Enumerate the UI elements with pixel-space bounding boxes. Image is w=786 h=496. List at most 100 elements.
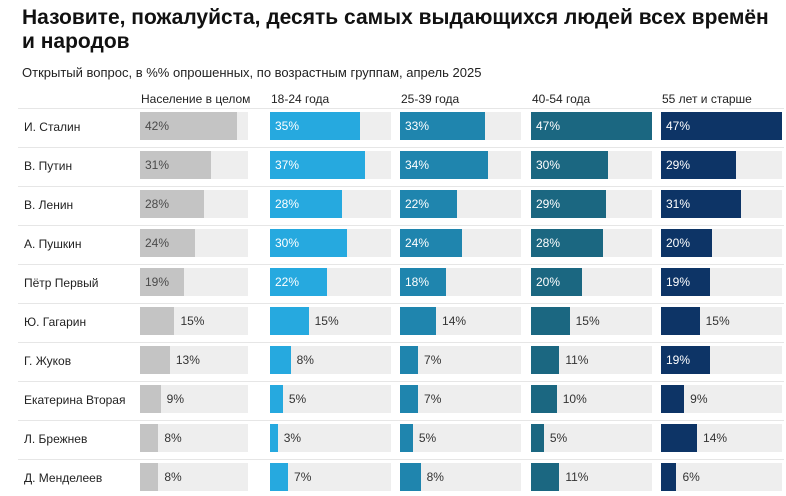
value-label: 33% xyxy=(405,119,430,133)
bar xyxy=(661,229,713,257)
bar-track xyxy=(400,385,521,413)
bar xyxy=(270,112,361,140)
bar xyxy=(140,268,184,296)
value-label: 19% xyxy=(666,275,691,289)
bar xyxy=(270,424,278,452)
bar xyxy=(661,346,710,374)
value-label: 7% xyxy=(424,392,442,406)
value-label: 28% xyxy=(275,197,300,211)
bar xyxy=(531,385,557,413)
value-label: 34% xyxy=(405,158,430,172)
value-label: 15% xyxy=(180,314,205,328)
value-label: 5% xyxy=(549,431,568,445)
bar xyxy=(661,307,700,335)
bar xyxy=(661,190,741,218)
chart-row: Пётр Первый 19% 22% 18% 20% 19% xyxy=(18,264,784,301)
bar xyxy=(270,268,327,296)
bar xyxy=(270,229,348,257)
value-label: 31% xyxy=(145,158,170,172)
value-label: 24% xyxy=(405,236,430,250)
bar xyxy=(531,463,560,491)
bar xyxy=(270,346,291,374)
bar xyxy=(140,385,161,413)
bar xyxy=(140,424,159,452)
bar xyxy=(270,307,309,335)
value-label: 20% xyxy=(536,275,561,289)
bar xyxy=(400,463,421,491)
bar xyxy=(661,112,782,140)
category-label: А. Пушкин xyxy=(24,237,82,251)
value-label: 15% xyxy=(314,314,339,328)
bar xyxy=(531,151,609,179)
bar xyxy=(661,424,698,452)
bar xyxy=(661,385,685,413)
bar xyxy=(400,307,437,335)
value-label: 5% xyxy=(288,392,307,406)
bar-track xyxy=(270,424,391,452)
category-label: В. Путин xyxy=(24,159,73,173)
category-label: Ю. Гагарин xyxy=(24,315,87,329)
bar xyxy=(531,346,560,374)
value-label: 11% xyxy=(565,353,589,367)
chart-row: В. Путин 31% 37% 34% 30% 29% xyxy=(18,147,784,184)
value-label: 20% xyxy=(666,236,691,250)
category-label: Пётр Первый xyxy=(24,276,99,290)
value-label: 19% xyxy=(145,275,170,289)
bar-track xyxy=(270,385,391,413)
bar xyxy=(531,307,570,335)
bar xyxy=(531,268,583,296)
value-label: 29% xyxy=(536,197,561,211)
bar xyxy=(400,229,462,257)
value-label: 30% xyxy=(536,158,561,172)
value-label: 37% xyxy=(275,158,300,172)
value-label: 47% xyxy=(536,119,561,133)
series-header: Население в целом xyxy=(141,92,251,106)
bar-track xyxy=(270,463,391,491)
bar-track xyxy=(531,424,652,452)
bar xyxy=(400,190,457,218)
value-label: 19% xyxy=(666,353,691,367)
bar xyxy=(140,229,196,257)
bar xyxy=(661,268,710,296)
chart-row: Д. Менделеев 8% 7% 8% 11% 6% xyxy=(18,459,784,496)
value-label: 35% xyxy=(275,119,300,133)
value-label: 8% xyxy=(164,431,182,445)
chart-subtitle: Открытый вопрос, в %% опрошенных, по воз… xyxy=(22,65,482,80)
chart-title: Назовите, пожалуйста, десять самых выдаю… xyxy=(22,6,769,53)
chart-row: Л. Брежнев 8% 3% 5% 5% 14% xyxy=(18,420,784,457)
chart-row: Екатерина Вторая 9% 5% 7% 10% 9% xyxy=(18,381,784,418)
category-label: Г. Жуков xyxy=(24,354,72,368)
chart-row: В. Ленин 28% 28% 22% 29% 31% xyxy=(18,186,784,223)
bar-track xyxy=(661,463,782,491)
value-label: 9% xyxy=(690,392,708,406)
value-label: 47% xyxy=(666,119,691,133)
value-label: 8% xyxy=(164,470,182,484)
series-header: 18-24 года xyxy=(271,92,330,106)
value-label: 15% xyxy=(575,314,600,328)
bar xyxy=(661,463,677,491)
value-label: 5% xyxy=(418,431,437,445)
bar xyxy=(270,463,289,491)
value-label: 28% xyxy=(536,236,561,250)
bar xyxy=(531,424,544,452)
value-label: 24% xyxy=(145,236,170,250)
series-header: 55 лет и старше xyxy=(662,92,752,106)
bar xyxy=(400,346,419,374)
value-label: 8% xyxy=(296,353,314,367)
bar xyxy=(140,463,159,491)
chart-row: А. Пушкин 24% 30% 24% 28% 20% xyxy=(18,225,784,262)
bar xyxy=(400,385,419,413)
value-label: 22% xyxy=(405,197,430,211)
value-label: 18% xyxy=(405,275,430,289)
chart-row: Ю. Гагарин 15% 15% 14% 15% 15% xyxy=(18,303,784,340)
value-label: 22% xyxy=(275,275,300,289)
bar xyxy=(270,190,343,218)
bar xyxy=(400,151,488,179)
value-label: 31% xyxy=(666,197,691,211)
value-label: 3% xyxy=(283,431,302,445)
bar xyxy=(140,151,212,179)
category-label: В. Ленин xyxy=(24,198,74,212)
bar xyxy=(270,151,366,179)
bar xyxy=(140,112,237,140)
bar xyxy=(400,424,413,452)
